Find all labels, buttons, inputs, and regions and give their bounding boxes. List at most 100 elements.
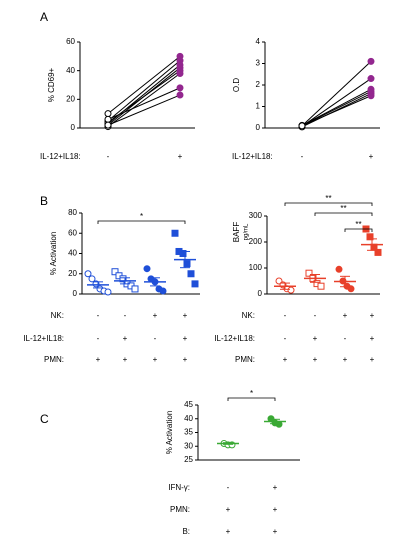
y-tick-label: 200 (249, 237, 263, 246)
point (183, 260, 191, 268)
condition-value: - (314, 311, 317, 320)
point (287, 286, 295, 294)
pair-line (301, 78, 372, 127)
condition-value: - (97, 334, 100, 343)
point (119, 275, 127, 283)
y-tick-label: 0 (71, 123, 76, 132)
pair-line (107, 60, 181, 122)
point (367, 92, 375, 100)
condition-label: NK: (51, 311, 64, 320)
point (335, 265, 343, 273)
point (171, 229, 179, 237)
panel-label: B (40, 194, 48, 208)
point (367, 75, 375, 83)
significance-bracket (344, 228, 373, 232)
significance-label: ** (340, 204, 346, 213)
point (176, 84, 184, 92)
point (104, 121, 112, 129)
y-tick-label: 60 (66, 37, 75, 46)
condition-value: + (183, 355, 188, 364)
significance-label: * (140, 212, 143, 221)
condition-value: - (227, 483, 230, 492)
point (317, 282, 325, 290)
y-axis-title: % Activation (165, 411, 174, 455)
condition-value: + (153, 355, 158, 364)
condition-value: - (154, 334, 157, 343)
significance-label: ** (355, 220, 361, 229)
condition-value: + (369, 152, 374, 161)
significance-bracket (227, 397, 276, 401)
panel-label: C (40, 412, 49, 426)
condition-label: IL-12+IL18: (232, 152, 273, 161)
point (187, 270, 195, 278)
point (347, 285, 355, 293)
condition-value: + (370, 334, 375, 343)
y-tick-label: 40 (66, 66, 75, 75)
y-tick-label: 40 (68, 249, 77, 258)
y-tick-label: 0 (258, 289, 263, 298)
y-tick-label: 40 (184, 414, 193, 423)
y-axis-title: % Activation (49, 232, 58, 276)
condition-value: + (123, 334, 128, 343)
y-tick-label: 45 (184, 400, 193, 409)
point (176, 70, 184, 78)
point (143, 265, 151, 273)
condition-label: IL-12+IL18: (214, 334, 255, 343)
significance-label: * (250, 389, 253, 398)
y-axis-title: O.D (232, 78, 241, 92)
y-tick-label: 25 (184, 455, 193, 464)
condition-label: IFN-γ: (168, 483, 190, 492)
condition-value: - (284, 334, 287, 343)
condition-label: PMN: (170, 505, 190, 514)
condition-value: + (273, 527, 278, 536)
condition-value: + (273, 483, 278, 492)
y-axis-unit: pg/mL (244, 223, 250, 240)
y-tick-label: 300 (249, 211, 263, 220)
condition-value: - (301, 152, 304, 161)
significance-bracket (97, 220, 186, 224)
point (305, 269, 313, 277)
y-tick-label: 35 (184, 428, 193, 437)
condition-value: + (343, 355, 348, 364)
y-axis-title: % CD69+ (47, 67, 56, 102)
significance-bracket (284, 202, 373, 206)
y-tick-label: 3 (256, 59, 261, 68)
y-tick-label: 30 (184, 441, 193, 450)
y-tick-label: 100 (249, 263, 263, 272)
significance-bracket (314, 212, 373, 216)
y-axis-title: BAFF (232, 222, 241, 243)
condition-value: + (183, 311, 188, 320)
pair-line (301, 88, 372, 126)
significance-label: ** (325, 194, 331, 203)
y-tick-label: 4 (256, 37, 261, 46)
condition-value: + (273, 505, 278, 514)
condition-value: + (123, 355, 128, 364)
condition-value: - (107, 152, 110, 161)
condition-label: NK: (242, 311, 255, 320)
condition-value: + (183, 334, 188, 343)
pair-line (301, 60, 372, 127)
pair-line (107, 73, 181, 127)
pair-line (107, 55, 181, 115)
point (104, 110, 112, 118)
condition-value: + (370, 311, 375, 320)
point (104, 288, 112, 296)
y-tick-label: 80 (68, 208, 77, 217)
y-tick-label: 1 (256, 102, 261, 111)
point (366, 233, 374, 241)
y-tick-label: 2 (256, 80, 261, 89)
point (179, 250, 187, 257)
pair-line (301, 95, 372, 127)
y-tick-label: 20 (68, 269, 77, 278)
condition-value: + (226, 505, 231, 514)
condition-value: + (370, 355, 375, 364)
y-tick-label: 60 (68, 228, 77, 237)
condition-value: + (343, 311, 348, 320)
condition-value: + (283, 355, 288, 364)
point (191, 280, 199, 288)
condition-label: PMN: (44, 355, 64, 364)
point (298, 122, 306, 130)
condition-label: B: (182, 527, 190, 536)
point (88, 275, 96, 283)
point (84, 270, 92, 278)
